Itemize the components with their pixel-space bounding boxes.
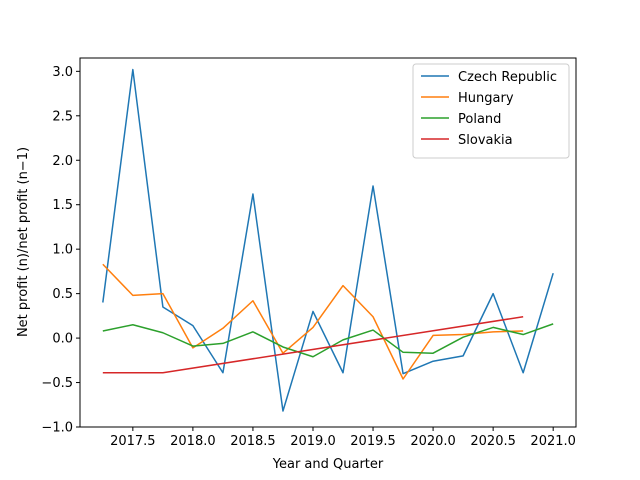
y-tick-label: 1.5 (52, 198, 73, 213)
y-tick-label: 3.0 (52, 65, 73, 80)
y-axis: −1.0 −0.5 0.0 0.5 1.0 1.5 2.0 2.5 3.0 (41, 65, 80, 436)
y-tick-label: 0.0 (52, 332, 73, 347)
legend: Czech Republic Hungary Poland Slovakia (412, 63, 570, 159)
legend-box (412, 63, 570, 159)
x-tick-label: 2018.5 (230, 434, 276, 449)
plot-frame (79, 57, 577, 428)
y-tick-label: 2.0 (52, 154, 73, 169)
legend-label: Czech Republic (458, 70, 557, 85)
y-tick-label: 1.0 (52, 243, 73, 258)
series-line-poland (102, 323, 554, 358)
series-layer (102, 68, 554, 412)
x-axis: 2017.5 2018.0 2018.5 2019.0 2019.5 2020.0 2020… (110, 427, 576, 449)
series-line-slovakia (102, 315, 524, 374)
y-tick-label: −0.5 (41, 376, 73, 391)
x-tick-label: 2020.5 (470, 434, 516, 449)
x-tick-label: 2018.0 (170, 434, 216, 449)
x-tick-label: 2019.0 (290, 434, 336, 449)
legend-label: Hungary (458, 91, 514, 106)
y-tick-label: 0.5 (52, 287, 73, 302)
y-tick-label: −1.0 (41, 421, 73, 436)
x-tick-label: 2019.5 (350, 434, 396, 449)
legend-label: Slovakia (458, 133, 513, 148)
x-axis-label: Year and Quarter (272, 457, 384, 472)
x-tick-label: 2020.0 (410, 434, 456, 449)
x-tick-label: 2017.5 (110, 434, 156, 449)
y-axis-label: Net profit (n)/net profit (n−1) (16, 147, 31, 337)
series-line-hungary (102, 263, 524, 380)
y-tick-label: 2.5 (52, 109, 73, 124)
x-tick-label: 2021.0 (530, 434, 576, 449)
series-line-czech-republic (102, 68, 554, 412)
legend-label: Poland (458, 112, 501, 127)
